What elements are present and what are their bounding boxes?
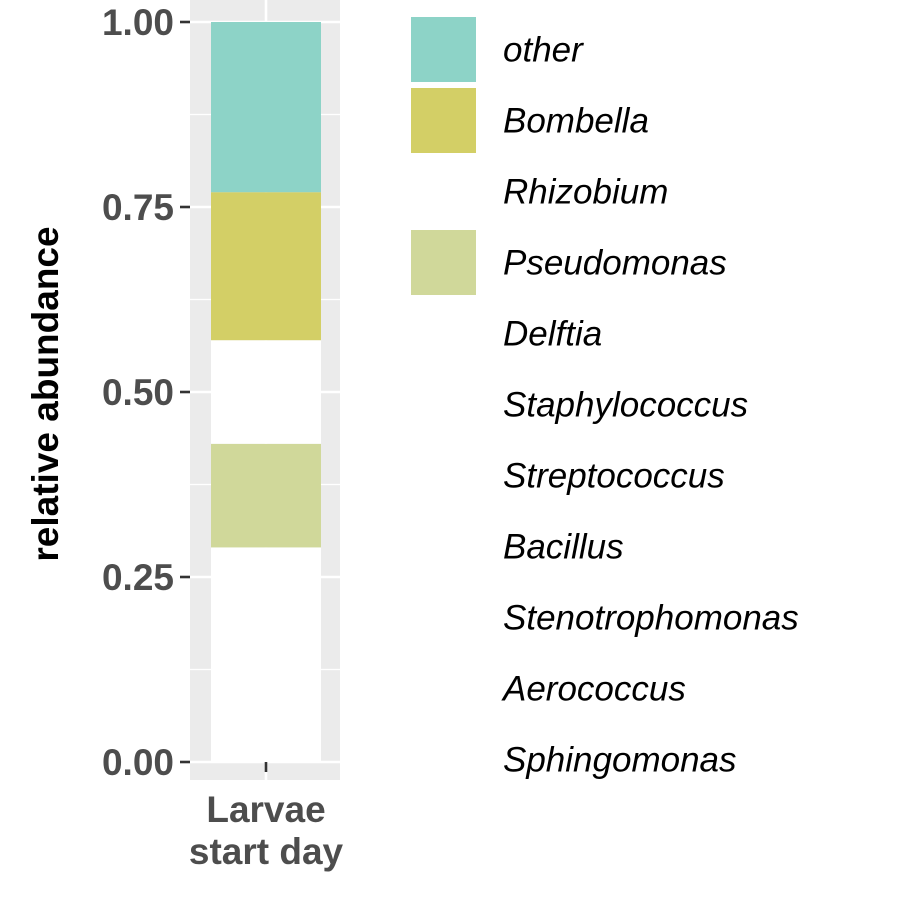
bar-segment-sphingomonas bbox=[211, 547, 321, 762]
legend-key bbox=[411, 159, 476, 224]
legend-key bbox=[411, 514, 476, 579]
legend-key bbox=[411, 88, 476, 153]
legend-label: Delftia bbox=[503, 315, 602, 354]
legend-item-other: other bbox=[411, 17, 584, 82]
legend-label: Bacillus bbox=[503, 528, 624, 567]
legend-label: Bombella bbox=[503, 102, 649, 141]
legend-label: Sphingomonas bbox=[503, 741, 737, 780]
bar-segment-rhizobium bbox=[211, 340, 321, 444]
legend-label: Stenotrophomonas bbox=[503, 599, 799, 638]
y-axis-title: relative abundance bbox=[25, 226, 66, 561]
legend-item-streptococcus: Streptococcus bbox=[411, 443, 725, 508]
legend-item-sphingomonas: Sphingomonas bbox=[411, 727, 737, 792]
legend-label: Staphylococcus bbox=[503, 386, 748, 425]
legend-key bbox=[411, 230, 476, 295]
bar-segment-other bbox=[211, 22, 321, 193]
legend-label: Streptococcus bbox=[503, 457, 725, 496]
legend-key bbox=[411, 372, 476, 437]
y-tick-label: 0.50 bbox=[102, 372, 174, 413]
legend-item-aerococcus: Aerococcus bbox=[411, 656, 686, 721]
x-axis: Larvae start day bbox=[189, 762, 344, 872]
legend-item-bacillus: Bacillus bbox=[411, 514, 624, 579]
legend-key bbox=[411, 17, 476, 82]
y-axis: 0.00 0.25 0.50 0.75 1.00 bbox=[102, 2, 190, 783]
bar-segment-bombella bbox=[211, 192, 321, 341]
y-tick-label: 0.25 bbox=[102, 557, 174, 598]
legend-key bbox=[411, 656, 476, 721]
bar-segment-pseudomonas bbox=[211, 443, 321, 548]
legend-key bbox=[411, 585, 476, 650]
y-tick-label: 1.00 bbox=[102, 2, 174, 43]
bar-segments bbox=[211, 22, 321, 762]
y-tick-label: 0.75 bbox=[102, 187, 174, 228]
y-tick-label: 0.00 bbox=[102, 742, 174, 783]
legend-label: other bbox=[503, 31, 584, 70]
x-tick-label: Larvae start day bbox=[189, 789, 344, 872]
legend-item-delftia: Delftia bbox=[411, 301, 602, 366]
legend-item-stenotrophomonas: Stenotrophomonas bbox=[411, 585, 799, 650]
legend: other Bombella Rhizobium Pseudomonas Delftia… bbox=[411, 17, 799, 792]
legend-item-bombella: Bombella bbox=[411, 88, 649, 153]
legend-key bbox=[411, 443, 476, 508]
legend-label: Aerococcus bbox=[501, 670, 686, 709]
legend-label: Pseudomonas bbox=[503, 244, 727, 283]
legend-key bbox=[411, 727, 476, 792]
legend-item-staphylococcus: Staphylococcus bbox=[411, 372, 748, 437]
legend-key bbox=[411, 301, 476, 366]
legend-item-rhizobium: Rhizobium bbox=[411, 159, 668, 224]
legend-label: Rhizobium bbox=[503, 173, 668, 212]
legend-item-pseudomonas: Pseudomonas bbox=[411, 230, 727, 295]
